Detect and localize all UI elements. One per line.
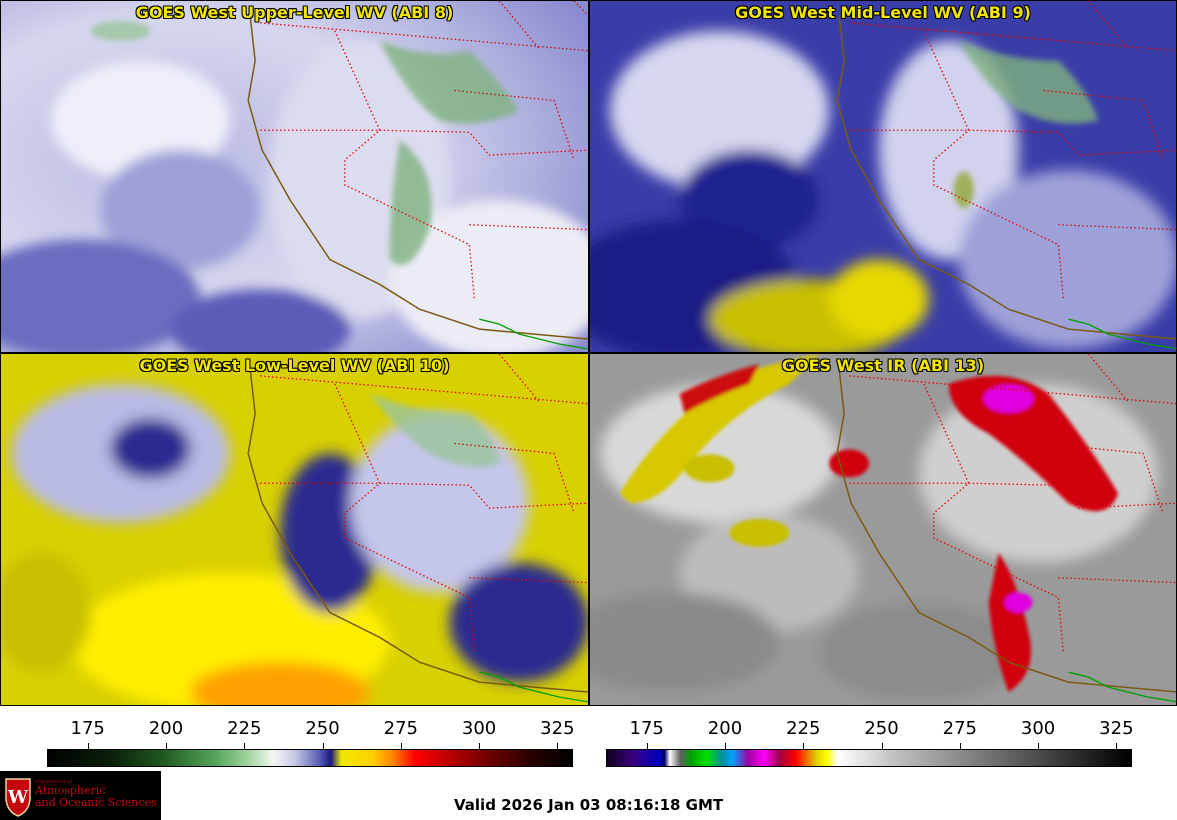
upper-level-wv-image bbox=[1, 1, 588, 352]
colorbar-tick-mark bbox=[244, 743, 246, 749]
colorbar-tick-label: 250 bbox=[864, 718, 899, 739]
mid-level-wv-panel: GOES West Mid-Level WV (ABI 9) bbox=[589, 0, 1177, 353]
wv-colorbar-ticks: 175 200 225 250 275 300 325 bbox=[47, 718, 575, 742]
ir-panel: GOES West IR (ABI 13) bbox=[589, 353, 1177, 706]
uw-crest-icon: W bbox=[5, 778, 31, 817]
colorbar-tick-mark bbox=[881, 743, 883, 749]
colorbar-tick-label: 225 bbox=[227, 718, 262, 739]
colorbar-tick-label: 275 bbox=[383, 718, 418, 739]
ir-colorbar-ticks: 175 200 225 250 275 300 325 bbox=[606, 718, 1134, 742]
colorbar-tick-label: 325 bbox=[540, 718, 575, 739]
colorbar-tick-mark bbox=[803, 743, 805, 749]
wv-colorbar: 175 200 225 250 275 300 325 bbox=[47, 706, 575, 770]
colorbar-tick-label: 300 bbox=[1020, 718, 1056, 739]
colorbar-tick-mark bbox=[646, 743, 648, 749]
logo-text: Department of Atmospheric and Oceanic Sc… bbox=[35, 779, 157, 809]
colorbar-tick-mark bbox=[959, 743, 961, 749]
colorbar-tick-label: 200 bbox=[148, 718, 184, 739]
panel-title: GOES West Mid-Level WV (ABI 9) bbox=[735, 3, 1031, 22]
ir-colorbar: 175 200 225 250 275 300 325 bbox=[606, 706, 1134, 770]
logo-line1: Atmospheric bbox=[35, 784, 106, 797]
colorbar-tick-label: 250 bbox=[305, 718, 340, 739]
low-level-wv-panel: GOES West Low-Level WV (ABI 10) bbox=[0, 353, 589, 706]
colorbar-tick-mark bbox=[479, 743, 481, 749]
colorbar-tick-label: 200 bbox=[707, 718, 743, 739]
colorbar-tick-label: 325 bbox=[1099, 718, 1134, 739]
ir-image bbox=[590, 354, 1176, 705]
colorbar-tick-label: 175 bbox=[629, 718, 664, 739]
colorbar-tick-mark bbox=[724, 743, 726, 749]
panel-title: GOES West Upper-Level WV (ABI 8) bbox=[135, 3, 454, 22]
panel-title: GOES West IR (ABI 13) bbox=[781, 356, 985, 375]
colorbar-tick-label: 300 bbox=[461, 718, 497, 739]
colorbar-tick-mark bbox=[322, 743, 324, 749]
colorbar-tick-mark bbox=[87, 743, 89, 749]
colorbar-tick-mark bbox=[400, 743, 402, 749]
colorbar-tick-label: 225 bbox=[786, 718, 821, 739]
logo-dept: Department of bbox=[35, 779, 72, 785]
colorbar-tick-mark bbox=[165, 743, 167, 749]
logo-line2: and Oceanic Sciences bbox=[35, 796, 157, 809]
svg-text:W: W bbox=[7, 787, 29, 808]
upper-level-wv-panel: GOES West Upper-Level WV (ABI 8) bbox=[0, 0, 589, 353]
colorbar-tick-label: 175 bbox=[70, 718, 105, 739]
colorbar-tick-mark bbox=[557, 743, 559, 749]
mid-level-wv-image bbox=[590, 1, 1176, 352]
ir-colorbar-gradient bbox=[606, 749, 1132, 767]
wv-colorbar-gradient bbox=[47, 749, 573, 767]
colorbar-tick-mark bbox=[1116, 743, 1118, 749]
colorbar-tick-label: 275 bbox=[942, 718, 977, 739]
colorbar-tick-mark bbox=[1038, 743, 1040, 749]
panel-title: GOES West Low-Level WV (ABI 10) bbox=[139, 356, 450, 375]
low-level-wv-image bbox=[1, 354, 588, 705]
valid-time: Valid 2026 Jan 03 08:16:18 GMT bbox=[454, 796, 724, 814]
aos-logo: W Department of Atmospheric and Oceanic … bbox=[0, 771, 161, 820]
